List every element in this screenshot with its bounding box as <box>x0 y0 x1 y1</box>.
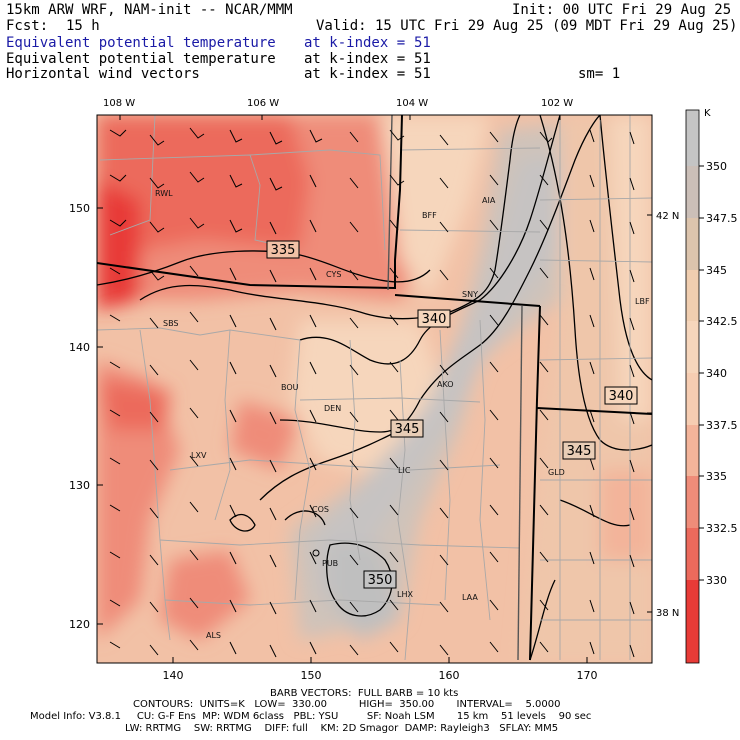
colorbar-label-350: 350 <box>706 160 727 173</box>
station-sbs: SBS <box>163 319 179 328</box>
station-pub: PUB <box>322 559 338 568</box>
station-rwl: RWL <box>155 189 173 198</box>
lon-label-106w: 106 W <box>247 98 279 109</box>
field-name-2: Equivalent potential temperature <box>6 51 276 67</box>
contour-label-340-east: 340 <box>609 389 634 404</box>
contours-info: CONTOURS: UNITS=K LOW= 330.00 HIGH= 350.… <box>133 699 561 710</box>
field-name-1: Equivalent potential temperature <box>6 35 276 51</box>
station-ako: AKO <box>437 380 454 389</box>
field-k-2: 51 <box>414 51 431 67</box>
lat-label-42n: 42 N <box>656 211 679 222</box>
field-name-3: Horizontal wind vectors <box>6 66 200 82</box>
colorbar-label-345: 345 <box>706 264 727 277</box>
x-tick-150: 150 <box>301 669 322 682</box>
station-lhx: LHX <box>397 590 413 599</box>
lon-label-104w: 104 W <box>396 98 428 109</box>
field-level-2: at k-index = <box>304 51 406 67</box>
station-den: DEN <box>324 404 341 413</box>
y-tick-120: 120 <box>69 618 90 631</box>
contour-label-335: 335 <box>271 243 296 258</box>
colorbar-label-337-5: 337.5 <box>706 419 738 432</box>
station-lbf: LBF <box>635 297 650 306</box>
colorbar-label-335: 335 <box>706 470 727 483</box>
colorbar-unit: K <box>704 108 711 119</box>
y-tick-130: 130 <box>69 479 90 492</box>
station-bff: BFF <box>422 211 437 220</box>
init-time: Init: 00 UTC Fri 29 Aug 25 <box>512 2 732 18</box>
x-tick-140: 140 <box>163 669 184 682</box>
lon-label-108w: 108 W <box>103 98 135 109</box>
colorbar: K 350 347.5 345 342.5 340 337.5 335 332.… <box>685 108 738 664</box>
field-k-3: 51 <box>414 66 431 82</box>
y-tick-150: 150 <box>69 202 90 215</box>
colorbar-label-330: 330 <box>706 574 727 587</box>
station-lic: LIC <box>398 466 411 475</box>
x-tick-160: 160 <box>439 669 460 682</box>
field-level-3: at k-index = <box>304 66 406 82</box>
lat-label-38n: 38 N <box>656 608 679 619</box>
station-aia: AIA <box>482 196 496 205</box>
field-level-1: at k-index = <box>304 35 406 51</box>
colorbar-label-347-5: 347.5 <box>706 212 738 225</box>
station-sny: SNY <box>462 290 478 299</box>
valid-time: Valid: 15 UTC Fri 29 Aug 25 (09 MDT Fri … <box>316 18 738 34</box>
lat-label-40n: 40 N <box>656 409 679 420</box>
model-info: Model Info: V3.8.1 CU: G-F Ens MP: WDM 6… <box>30 711 592 722</box>
station-lxv: LXV <box>191 451 207 460</box>
y-tick-140: 140 <box>69 341 90 354</box>
contour-label-350: 350 <box>368 573 393 588</box>
lon-label-102w: 102 W <box>541 98 573 109</box>
colorbar-label-332-5: 332.5 <box>706 522 738 535</box>
contour-label-340: 340 <box>422 312 447 327</box>
station-laa: LAA <box>462 593 478 602</box>
physics-info: LW: RRTMG SW: RRTMG DIFF: full KM: 2D Sm… <box>125 723 559 734</box>
theta-e-shading <box>97 115 652 663</box>
x-tick-170: 170 <box>577 669 598 682</box>
smoothing-label: sm= 1 <box>578 66 621 82</box>
station-gld: GLD <box>548 468 565 477</box>
station-als: ALS <box>206 631 221 640</box>
forecast-label: Fcst: <box>6 18 49 34</box>
field-k-1: 51 <box>414 35 431 51</box>
model-title: 15km ARW WRF, NAM-init -- NCAR/MMM <box>6 2 293 18</box>
station-bou: BOU <box>281 383 299 392</box>
forecast-hour: 15 h <box>66 18 100 34</box>
colorbar-label-342-5: 342.5 <box>706 315 738 328</box>
contour-label-345-east: 345 <box>567 444 592 459</box>
contour-label-345: 345 <box>395 422 420 437</box>
station-cys: CYS <box>326 270 341 279</box>
wind-barbs <box>109 127 635 658</box>
colorbar-label-340: 340 <box>706 367 727 380</box>
barb-vectors-info: BARB VECTORS: FULL BARB = 10 kts <box>270 688 459 699</box>
station-cos: COS <box>312 505 329 514</box>
